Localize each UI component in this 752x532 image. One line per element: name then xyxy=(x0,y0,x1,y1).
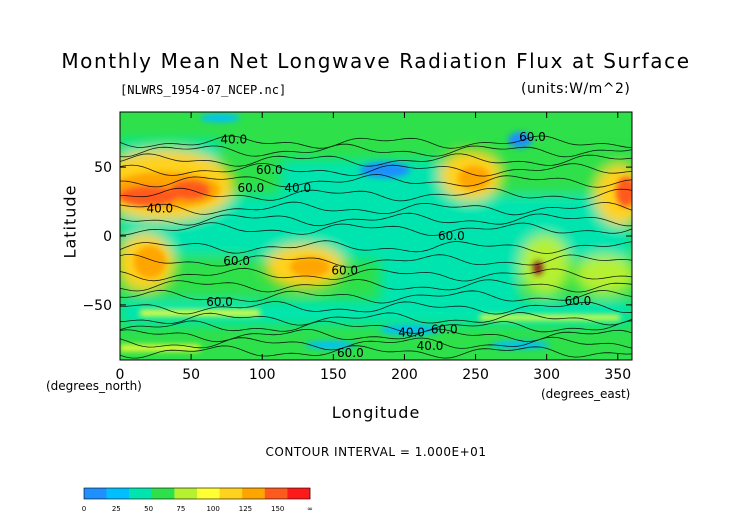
contour-label: 60.0 xyxy=(206,295,233,309)
contour-line xyxy=(120,312,632,326)
contour-line xyxy=(120,173,632,188)
chart-title: Monthly Mean Net Longwave Radiation Flux… xyxy=(61,49,691,73)
x-tick-label: 300 xyxy=(533,367,560,383)
contour-line xyxy=(120,345,632,359)
contour-label: 60.0 xyxy=(519,130,546,144)
contour-line xyxy=(120,267,632,282)
x-axis-label: Longitude xyxy=(331,403,421,422)
contour-line xyxy=(120,143,632,158)
x-tick-label: 250 xyxy=(462,367,489,383)
contour-line xyxy=(120,301,632,315)
colorbar-tick-label: ∞ xyxy=(307,505,313,513)
colorbar-swatch xyxy=(174,488,198,499)
colorbar-frame xyxy=(83,487,311,500)
y-unit-label: (degrees_north) xyxy=(46,379,142,393)
colorbar-tick-label: 0 xyxy=(82,505,86,513)
colorbar-swatch xyxy=(129,488,153,499)
contour-label: 60.0 xyxy=(223,254,250,268)
x-tick-label: 150 xyxy=(320,367,347,383)
colorbar-tick-label: 75 xyxy=(176,505,185,513)
contour-label: 40.0 xyxy=(146,201,173,215)
colorbar-swatch xyxy=(264,488,288,499)
y-tick-label: −50 xyxy=(82,298,112,314)
contour-line xyxy=(120,320,632,334)
file-label: [NLWRS_1954-07_NCEP.nc] xyxy=(120,83,287,97)
x-tick-label: 100 xyxy=(249,367,276,383)
colorbar-tick-label: 150 xyxy=(271,505,284,513)
contour-line xyxy=(120,212,632,227)
contour-line xyxy=(120,201,632,216)
contour-line xyxy=(120,328,632,343)
units-label: (units:W/m^2) xyxy=(521,81,631,97)
contour-label: 60.0 xyxy=(237,181,264,195)
colorbar-swatch xyxy=(106,488,130,499)
contour-line xyxy=(120,222,632,236)
contour-line xyxy=(120,187,632,202)
contour-line xyxy=(120,135,632,149)
colorbar-swatch xyxy=(287,488,311,499)
colorbar-swatch xyxy=(197,488,220,499)
x-unit-label: (degrees_east) xyxy=(541,387,631,401)
colorbar-tick-label: 25 xyxy=(112,505,121,513)
x-tick-label: 350 xyxy=(604,367,631,383)
contour-label: 40.0 xyxy=(398,325,425,339)
x-tick-label: 0 xyxy=(116,367,125,383)
contour-label: 60.0 xyxy=(337,346,364,360)
contour-label: 40.0 xyxy=(284,181,311,195)
contour-line xyxy=(120,253,632,268)
contour-line xyxy=(120,336,632,351)
contour-label: 60.0 xyxy=(431,323,458,337)
contour-line xyxy=(120,289,632,304)
colorbar-tick-label: 100 xyxy=(206,505,219,513)
x-tick-label: 200 xyxy=(391,367,418,383)
contour-label: 40.0 xyxy=(220,133,247,147)
y-tick-label: 0 xyxy=(103,229,112,245)
contour-line xyxy=(120,279,632,293)
contour-label: 40.0 xyxy=(417,339,444,353)
colorbar-tick-label: 125 xyxy=(239,505,252,513)
contour-label: 60.0 xyxy=(565,294,592,308)
colorbar-swatch xyxy=(242,488,266,499)
colorbar-swatch xyxy=(151,488,175,499)
contour-label: 60.0 xyxy=(438,229,465,243)
contour-line xyxy=(120,240,632,254)
contour-line xyxy=(120,162,632,177)
contour-label: 60.0 xyxy=(256,163,283,177)
colorbar-swatch xyxy=(84,488,107,499)
contour-line xyxy=(120,153,632,167)
y-tick-label: 50 xyxy=(94,160,112,176)
contour-interval-label: CONTOUR INTERVAL = 1.000E+01 xyxy=(265,445,487,459)
colorbar-tick-label: 50 xyxy=(144,505,153,513)
heatmap-field xyxy=(120,112,632,360)
contour-label: 60.0 xyxy=(331,263,358,277)
x-tick-label: 50 xyxy=(182,367,200,383)
colorbar-swatch xyxy=(219,488,243,499)
